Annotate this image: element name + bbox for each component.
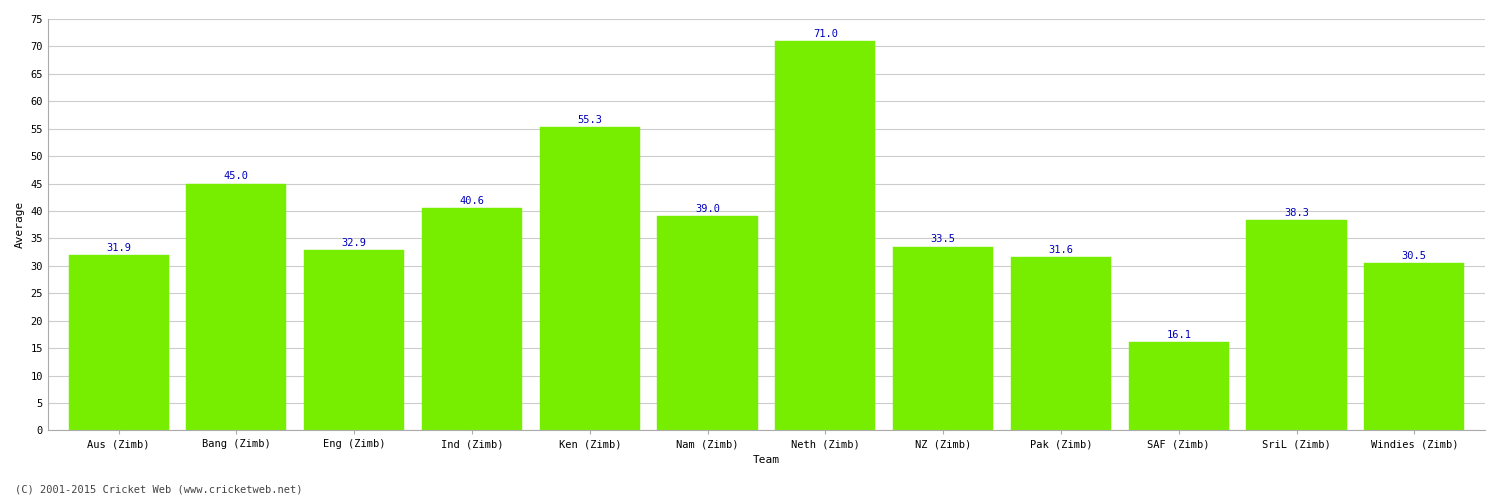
Text: 16.1: 16.1 [1166,330,1191,340]
Text: 38.3: 38.3 [1284,208,1310,218]
X-axis label: Team: Team [753,455,780,465]
Bar [422,208,522,430]
Text: 32.9: 32.9 [342,238,366,248]
Text: 55.3: 55.3 [578,115,603,125]
Text: 31.9: 31.9 [106,243,130,253]
Bar [540,127,640,430]
Text: 71.0: 71.0 [813,28,838,38]
Text: 30.5: 30.5 [1402,251,1426,261]
Bar [1246,220,1347,430]
Bar [657,216,758,430]
Bar [69,256,168,430]
Bar [304,250,404,430]
Text: 31.6: 31.6 [1048,245,1074,255]
Text: 39.0: 39.0 [694,204,720,214]
Y-axis label: Average: Average [15,201,26,248]
Text: 33.5: 33.5 [930,234,956,244]
Text: 40.6: 40.6 [459,196,484,205]
Bar [1128,342,1228,430]
Bar [186,184,286,430]
Bar [892,246,993,430]
Bar [776,41,876,430]
Text: (C) 2001-2015 Cricket Web (www.cricketweb.net): (C) 2001-2015 Cricket Web (www.cricketwe… [15,485,303,495]
Bar [1365,263,1464,430]
Text: 45.0: 45.0 [224,172,249,181]
Bar [1011,257,1112,430]
